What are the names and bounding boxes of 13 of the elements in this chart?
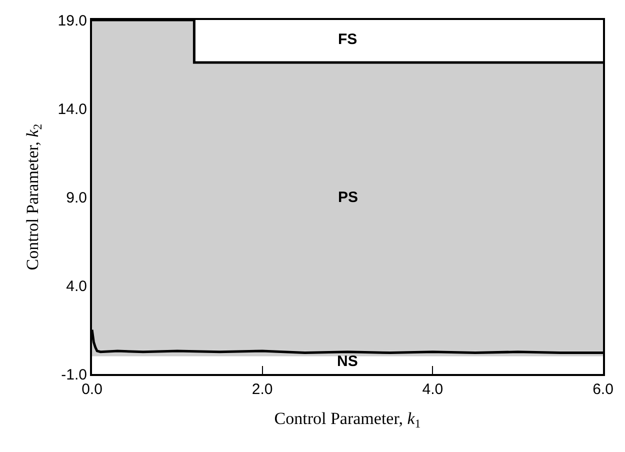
x-tick-label: 4.0 xyxy=(422,381,444,398)
x-tick-label: 0.0 xyxy=(82,381,102,398)
annotation: FS xyxy=(338,31,358,48)
y-tick-label: 19.0 xyxy=(58,12,87,30)
x-tick-label: 2.0 xyxy=(252,381,273,398)
y-tick-label: 4.0 xyxy=(66,278,87,295)
x-axis-title: Control Parameter, k$_{1}$ xyxy=(274,408,421,430)
annotation: NS xyxy=(337,353,358,370)
x-tick-label: 6.0 xyxy=(592,381,614,398)
y-tick-label: 14.0 xyxy=(58,100,87,118)
y-tick-label: 9.0 xyxy=(66,189,87,206)
annotation: PS xyxy=(338,189,358,206)
y-tick-label: -1.0 xyxy=(61,366,87,384)
